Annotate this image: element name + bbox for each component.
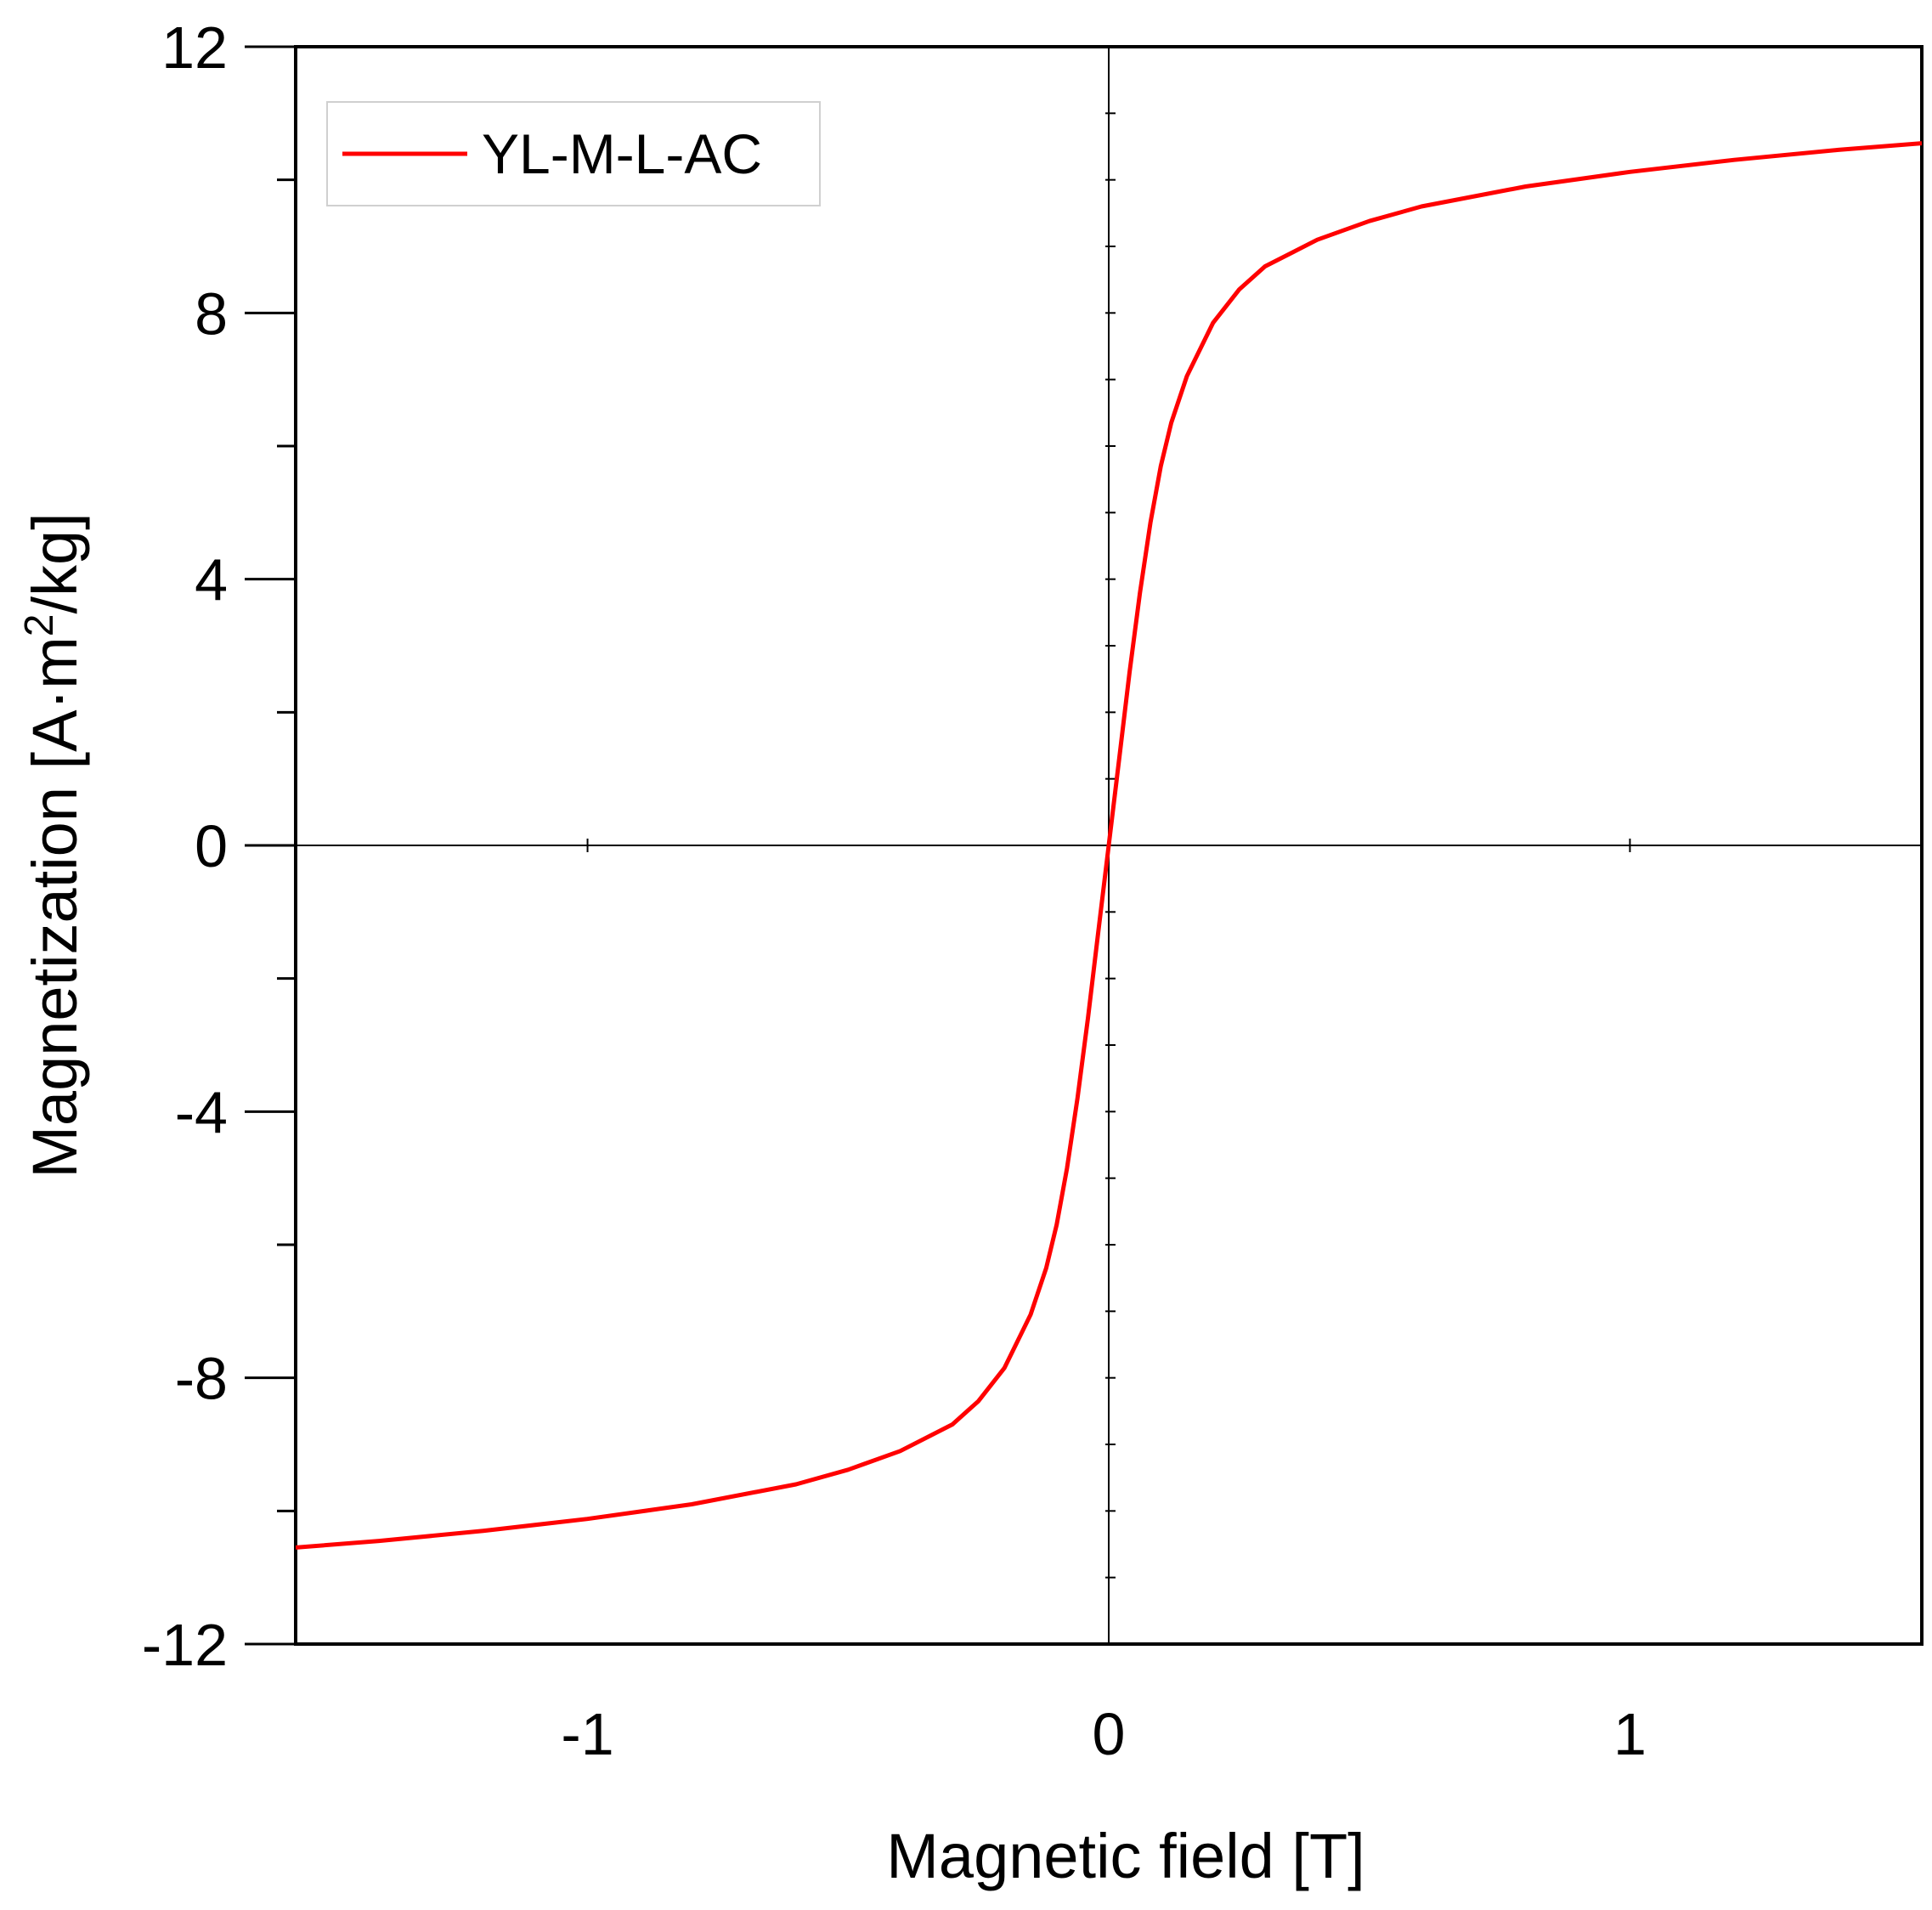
axes bbox=[245, 45, 1924, 1646]
axis-labels: -12 -8 -4 0 4 8 12 -1 0 1 Magnetic field [T] Magnet… bbox=[17, 14, 1647, 1891]
y-axis-title-tail: /kg] bbox=[20, 512, 90, 613]
y-axis-title: Magnetization [A·m2/kg] bbox=[17, 512, 90, 1178]
y-tick-label: 4 bbox=[195, 547, 228, 613]
y-axis-title-main: Magnetization [A·m bbox=[20, 636, 90, 1178]
series-layer bbox=[296, 141, 1922, 1550]
y-tick-label: 8 bbox=[195, 280, 228, 347]
y-tick-label: 0 bbox=[195, 813, 228, 879]
x-tick-label: 0 bbox=[1093, 1701, 1126, 1767]
y-tick-label: -4 bbox=[175, 1079, 228, 1145]
x-tick-label: 1 bbox=[1613, 1701, 1647, 1767]
y-axis-title-superscript: 2 bbox=[17, 614, 62, 637]
y-tick-label: 12 bbox=[161, 14, 228, 81]
x-tick-label: -1 bbox=[561, 1701, 613, 1767]
legend-label: YL-M-L-AC bbox=[482, 122, 762, 185]
y-tick-label: -8 bbox=[175, 1346, 228, 1412]
x-axis-title: Magnetic field [T] bbox=[886, 1821, 1364, 1891]
series-line bbox=[296, 141, 1922, 1550]
y-tick-label: -12 bbox=[142, 1612, 228, 1678]
legend: YL-M-L-AC bbox=[326, 101, 821, 206]
